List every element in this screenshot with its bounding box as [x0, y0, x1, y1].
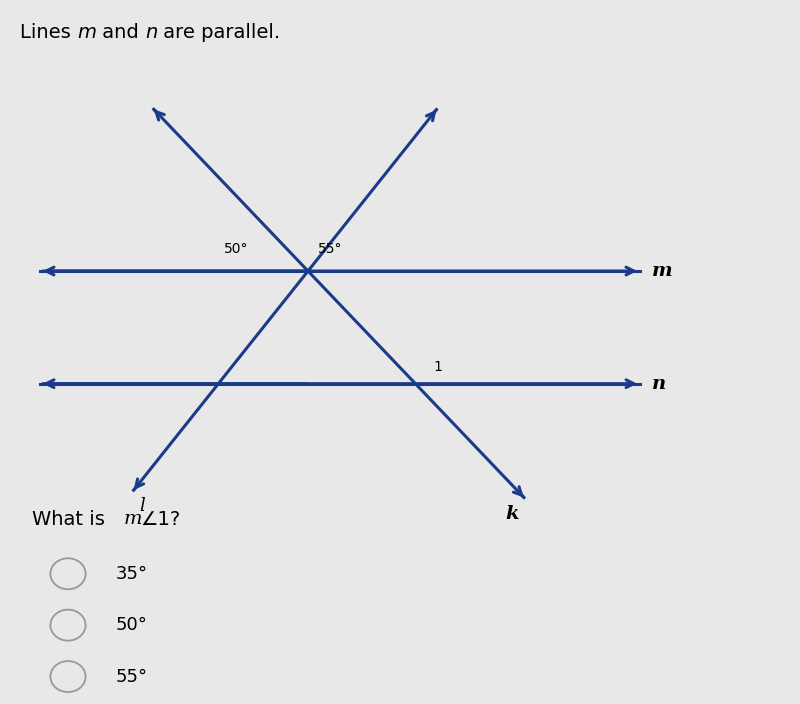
Text: 35°: 35° [116, 565, 148, 583]
Text: 50°: 50° [223, 241, 248, 256]
Text: k: k [506, 505, 518, 522]
Text: Lines: Lines [20, 23, 77, 42]
Text: 1: 1 [433, 360, 442, 374]
Text: 50°: 50° [116, 616, 148, 634]
Text: What is: What is [32, 510, 111, 529]
Text: n: n [145, 23, 158, 42]
Text: 55°: 55° [318, 241, 342, 256]
Text: and: and [96, 23, 145, 42]
Text: 55°: 55° [116, 667, 148, 686]
Text: are parallel.: are parallel. [158, 23, 281, 42]
Text: m: m [77, 23, 96, 42]
Text: ∠1?: ∠1? [140, 510, 180, 529]
Text: m: m [652, 262, 673, 280]
Text: n: n [652, 375, 666, 393]
Text: m: m [124, 510, 142, 529]
Text: l: l [138, 497, 145, 515]
